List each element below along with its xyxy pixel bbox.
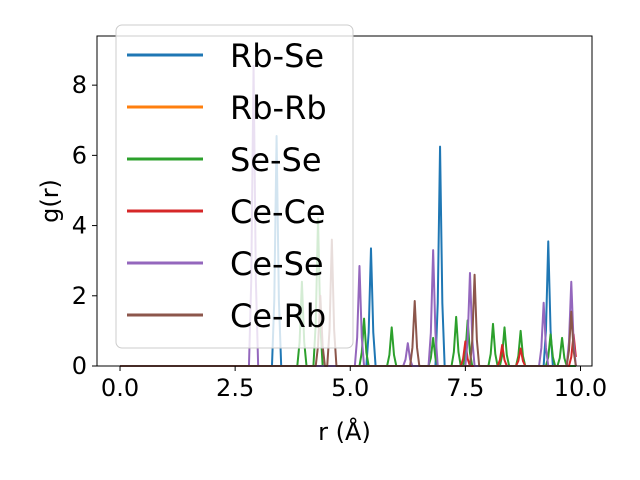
y-axis-label: g(r) [36,179,64,223]
legend-label: Se-Se [230,141,322,179]
x-tick-label: 7.5 [446,374,484,402]
legend-label: Ce-Ce [230,193,326,231]
y-tick-label: 2 [72,282,87,310]
legend: Rb-Se Rb-Rb Se-Se Ce-Ce Ce-Se Ce-Rb [115,24,354,349]
x-tick-label: 0.0 [101,374,139,402]
y-tick-label: 4 [72,212,87,240]
x-tick-label: 10.0 [554,374,607,402]
x-axis-label: r (Å) [318,417,371,446]
x-tick-label: 2.5 [216,374,254,402]
legend-label: Ce-Rb [230,297,326,335]
legend-label: Ce-Se [230,245,324,283]
legend-label: Rb-Se [230,37,324,75]
legend-label: Rb-Rb [230,89,327,127]
y-tick-label: 0 [72,352,87,380]
y-tick-label: 8 [72,71,87,99]
x-tick-label: 5.0 [331,374,369,402]
ticks-layer: 0.0 2.5 5.0 7.5 10.0 0 2 4 6 8 [72,71,607,402]
y-tick-label: 6 [72,141,87,169]
